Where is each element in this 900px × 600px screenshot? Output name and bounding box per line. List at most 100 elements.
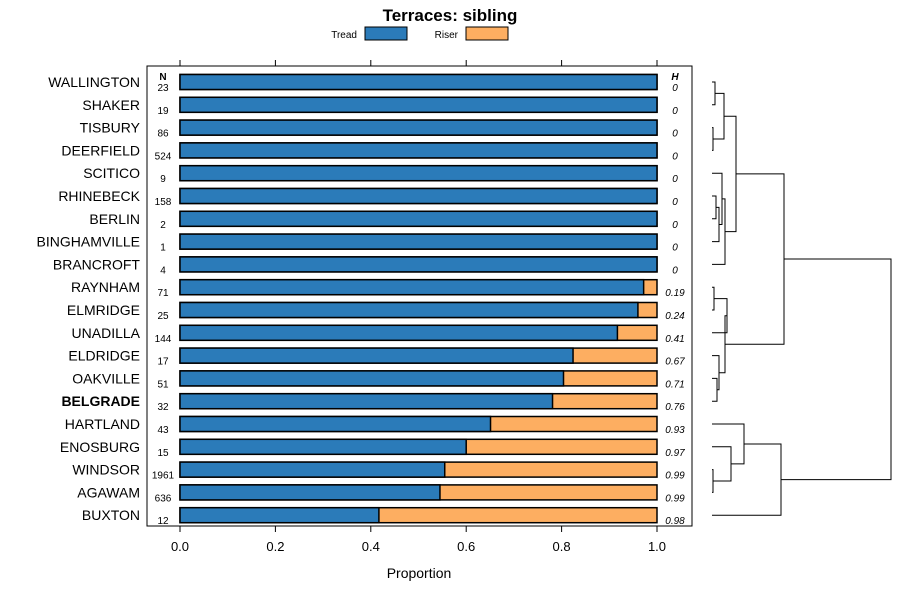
dendrogram-branch [724, 115, 737, 233]
h-label: 0.76 [665, 402, 685, 413]
bar-tread [179, 256, 658, 273]
n-label: 43 [157, 425, 169, 436]
legend: Tread Riser [331, 26, 509, 41]
h-label: 0 [672, 151, 678, 162]
h-label: 0 [672, 197, 678, 208]
bar-tread [179, 324, 619, 342]
dendrogram-branch [712, 286, 715, 311]
h-label: 0 [672, 265, 678, 276]
h-label: 0.97 [665, 448, 685, 459]
h-label: 0.71 [665, 379, 684, 390]
x-axis-label: Proportion [387, 565, 452, 581]
dendrogram-branch [712, 355, 720, 391]
dendrogram-branch [712, 377, 718, 402]
dendrogram-branch [712, 423, 745, 465]
h-label: 0.93 [665, 425, 685, 436]
h-column-header: H [671, 72, 679, 83]
n-label: 51 [157, 379, 169, 390]
category-label: DEERFIELD [61, 142, 140, 158]
plot-frame [146, 65, 693, 527]
dendrogram-branch [712, 443, 782, 516]
legend-label-tread: Tread [331, 30, 357, 41]
category-label: RHINEBECK [58, 188, 140, 204]
n-label: 19 [157, 106, 169, 117]
n-label: 32 [157, 402, 169, 413]
category-label: WINDSOR [72, 462, 140, 478]
category-label: BINGHAMVILLE [37, 234, 140, 250]
x-axis: 0.0 0.2 0.4 0.6 0.8 1.0 [171, 526, 666, 554]
dendrogram-branch [781, 258, 892, 481]
h-label: 0.99 [665, 471, 685, 482]
bar-tread [179, 484, 441, 501]
h-label: 0.41 [665, 334, 684, 345]
n-label: 4 [160, 265, 166, 276]
dendrogram-branch [712, 127, 714, 151]
category-label: SCITICO [83, 165, 140, 181]
category-labels: WALLINGTON SHAKER TISBURY DEERFIELD SCITICO R… [37, 74, 141, 523]
category-label: BELGRADE [61, 393, 140, 409]
x-tick-label: 0.2 [266, 539, 284, 554]
h-label: 0 [672, 243, 678, 254]
x-tick-label: 0.4 [362, 539, 380, 554]
n-label: 1961 [152, 471, 175, 482]
legend-swatch-riser [465, 26, 509, 41]
category-label: ELDRIDGE [68, 348, 140, 364]
legend-swatch-tread [364, 26, 408, 41]
h-label: 0.67 [665, 357, 685, 368]
category-label: UNADILLA [72, 325, 141, 341]
category-label: SHAKER [82, 97, 140, 113]
category-label: BUXTON [82, 507, 140, 523]
h-labels: 0 0 0 0 0 0 0 0 0 0.19 0.24 0.41 0.67 0.71 0.76 0.93 0.9… [665, 83, 685, 527]
n-label: 2 [160, 220, 166, 231]
h-label: 0.19 [665, 288, 685, 299]
n-label: 12 [157, 516, 169, 527]
bar-tread [179, 210, 658, 228]
bar-tread [179, 347, 574, 364]
n-label: 1 [160, 243, 166, 254]
n-label: 25 [157, 311, 169, 322]
category-label: OAKVILLE [72, 370, 140, 386]
top-axis-ticks [179, 60, 658, 66]
n-labels: 23 19 86 524 9 158 2 1 4 71 25 144 17 51 32 43 15 1961 636… [152, 83, 175, 527]
bar-tread [179, 301, 639, 319]
bar-tread [179, 506, 380, 524]
bar-tread [179, 278, 645, 296]
category-label: TISBURY [80, 120, 141, 136]
n-label: 524 [155, 151, 172, 162]
bar-tread [179, 461, 446, 478]
n-label: 71 [157, 288, 169, 299]
dendrogram [712, 81, 892, 516]
x-tick-label: 0.8 [553, 539, 571, 554]
h-label: 0 [672, 129, 678, 140]
n-label: 636 [155, 493, 172, 504]
x-tick-label: 0.0 [171, 539, 189, 554]
h-label: 0.98 [665, 516, 685, 527]
h-label: 0 [672, 220, 678, 231]
dendrogram-branch [725, 173, 785, 345]
bar-tread [179, 96, 658, 114]
dendrogram-branch [712, 172, 723, 225]
bars [179, 73, 658, 524]
bar-tread [179, 187, 658, 205]
category-label: WALLINGTON [48, 74, 140, 90]
dendrogram-branch [712, 446, 732, 482]
bar-tread [179, 164, 658, 182]
bar-tread [179, 370, 565, 387]
category-label: BERLIN [89, 211, 140, 227]
n-label: 86 [157, 129, 169, 140]
dendrogram-branch [712, 469, 714, 493]
n-label: 9 [160, 174, 166, 185]
bar-tread [179, 438, 467, 456]
bar-tread [179, 392, 554, 410]
n-label: 158 [155, 197, 172, 208]
x-tick-label: 0.6 [457, 539, 475, 554]
h-label: 0.24 [665, 311, 685, 322]
legend-label-riser: Riser [435, 30, 459, 41]
n-column-header: N [159, 72, 166, 83]
category-label: BRANCROFT [53, 256, 141, 272]
n-label: 15 [157, 448, 169, 459]
chart-title: Terraces: sibling [383, 6, 518, 25]
n-label: 23 [157, 83, 169, 94]
x-tick-label: 1.0 [648, 539, 666, 554]
